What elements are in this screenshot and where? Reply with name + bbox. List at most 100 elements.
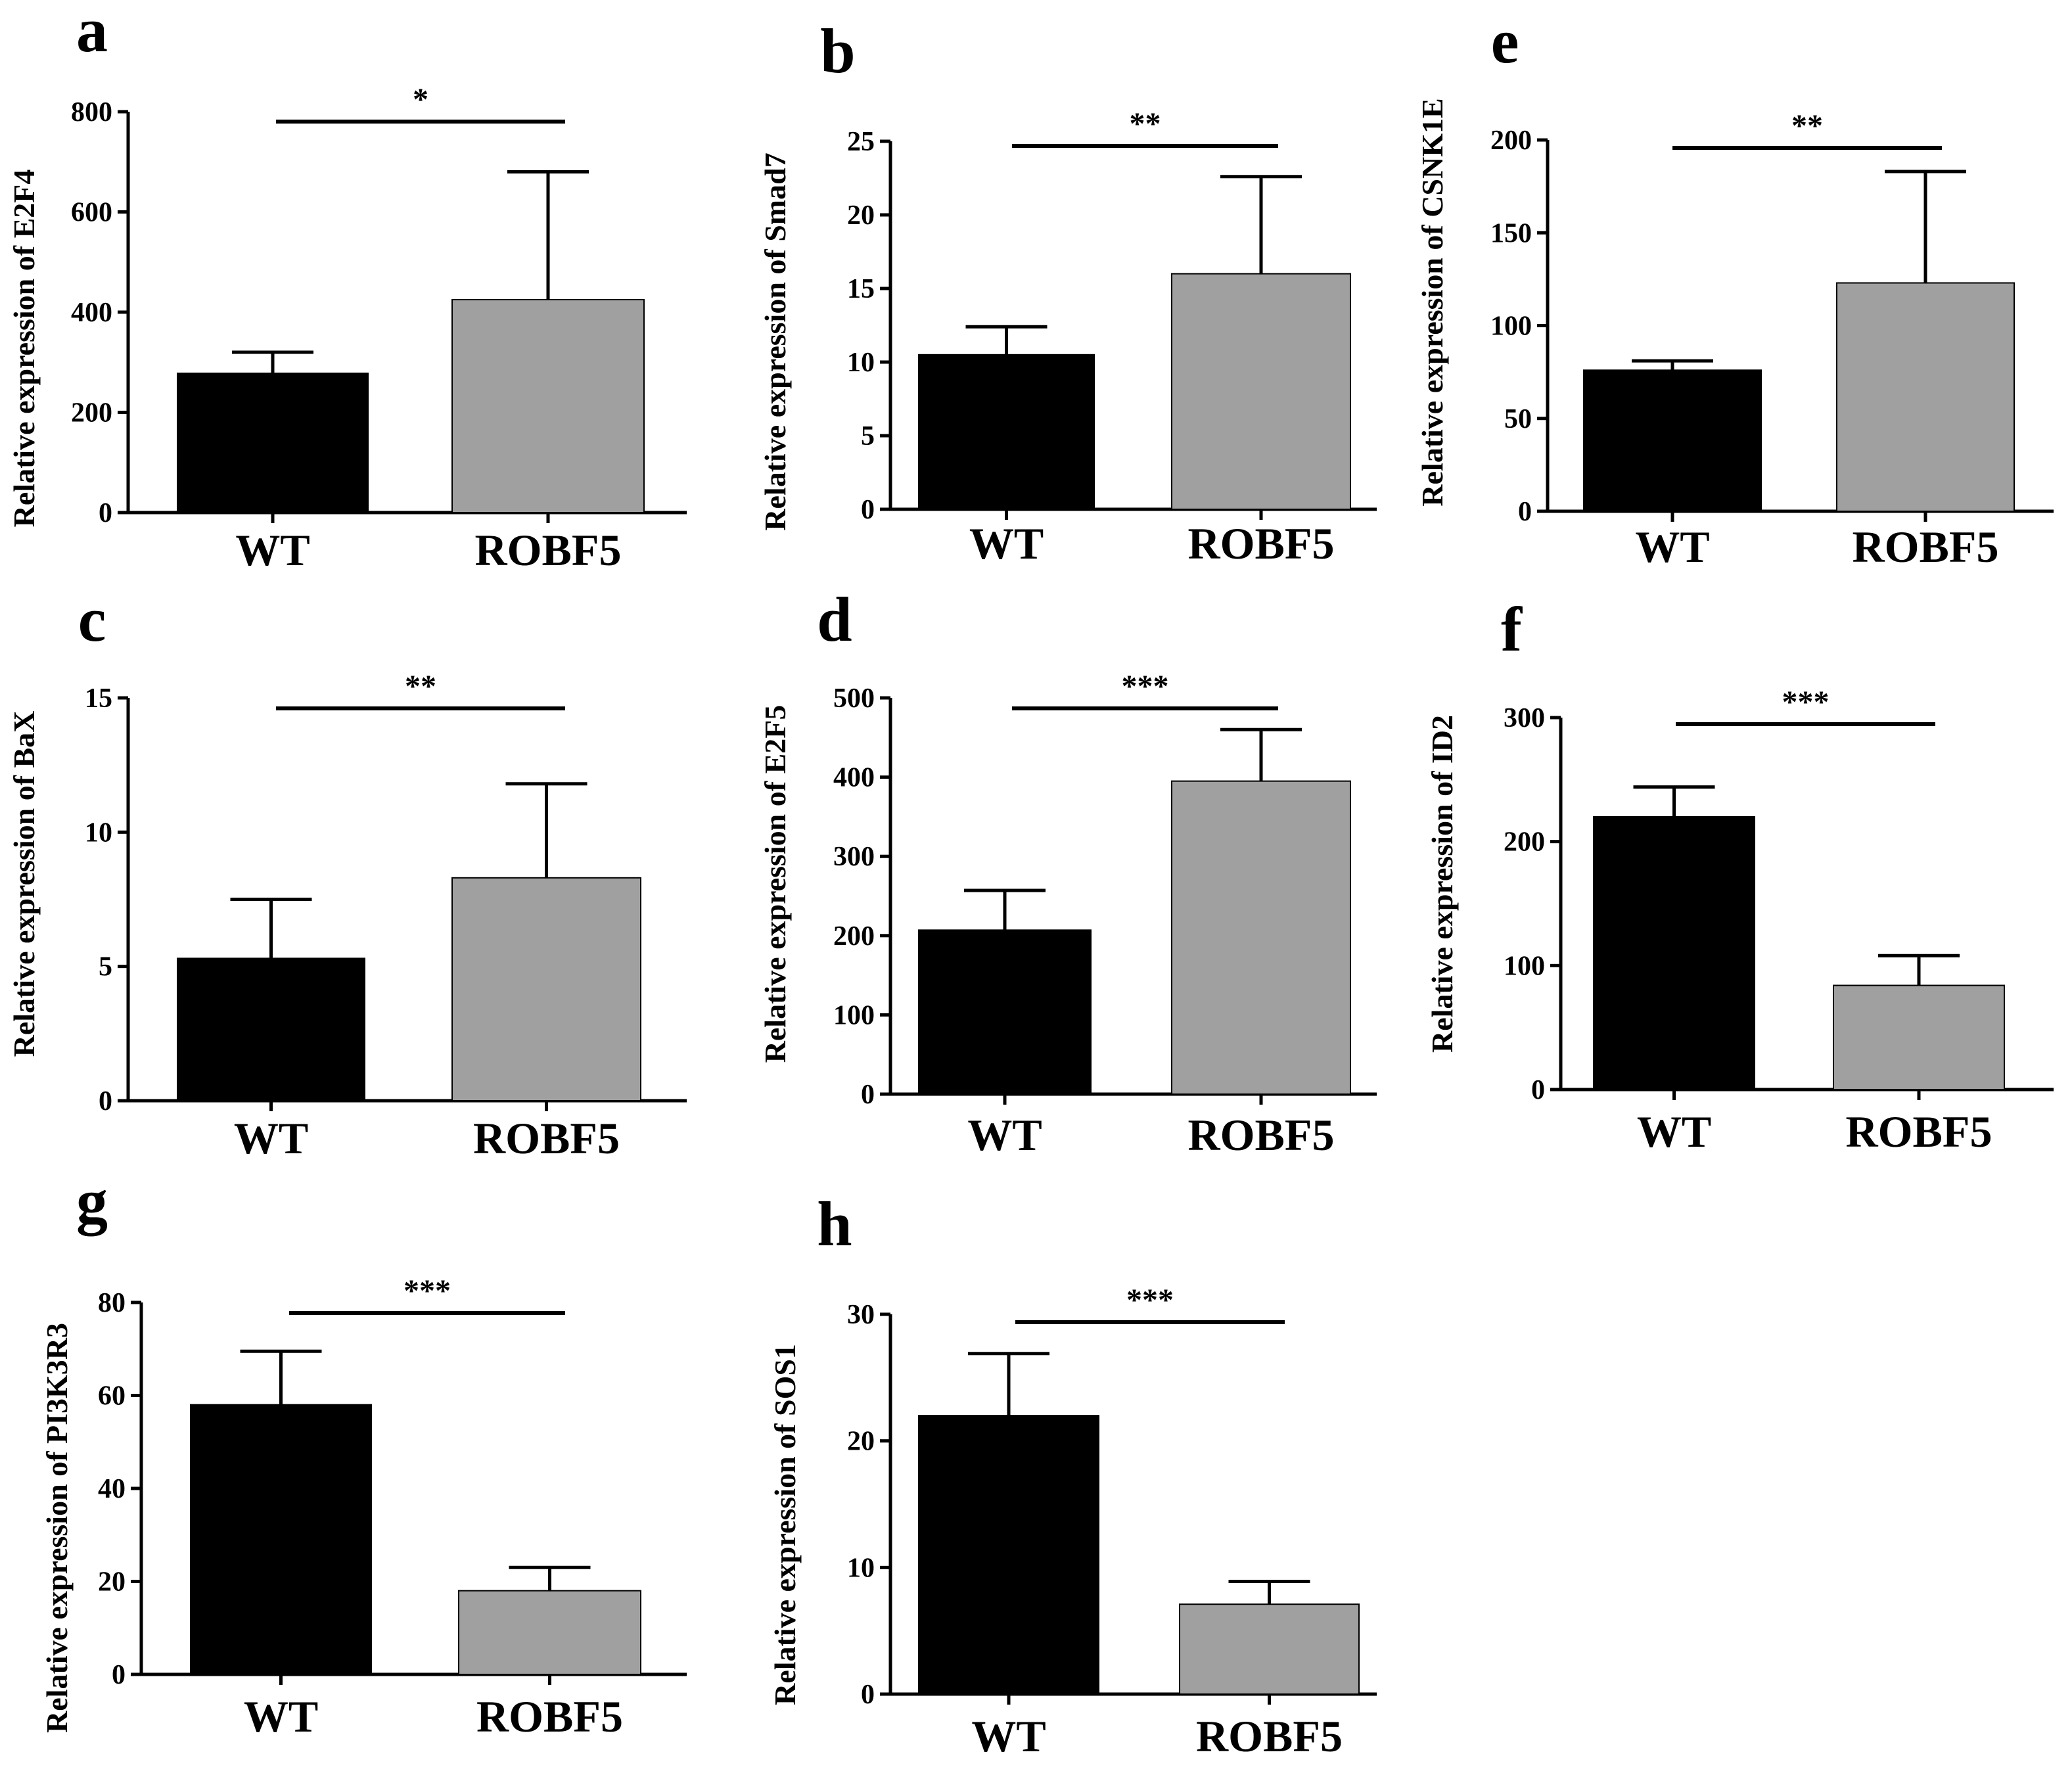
y-tick-label-e-4: 200	[1490, 126, 1532, 156]
y-tick-label-b-3: 15	[847, 274, 875, 304]
significance-label-f: ***	[1782, 685, 1830, 720]
y-tick-label-g-2: 40	[98, 1474, 126, 1504]
significance-label-a: *	[413, 82, 428, 117]
y-tick-label-e-2: 100	[1490, 311, 1532, 342]
y-tick-label-g-1: 20	[98, 1567, 126, 1598]
bar-g-robf5	[458, 1590, 641, 1675]
panel-letter-d: d	[817, 584, 852, 655]
significance-label-c: **	[405, 669, 436, 704]
y-tick-label-h-0: 0	[861, 1680, 875, 1710]
y-tick-label-c-2: 10	[85, 817, 112, 848]
x-tick-label-e-robf5: ROBF5	[1853, 522, 1999, 572]
x-tick-label-f-wt: WT	[1637, 1107, 1711, 1157]
y-tick-label-b-0: 0	[861, 495, 875, 525]
y-axis-title-f: Relative expression of ID2	[1425, 715, 1459, 1053]
panel-b: b Relative expression of Smad7 0 5 10 15 20 25 W…	[758, 16, 1377, 568]
y-tick-label-f-2: 200	[1504, 827, 1545, 858]
y-axis-title-g: Relative expression of PI3K3R3	[40, 1323, 74, 1733]
y-tick-label-a-2: 400	[71, 298, 112, 328]
x-tick-label-f-robf5: ROBF5	[1846, 1107, 1992, 1157]
significance-label-b: **	[1130, 106, 1161, 141]
bar-a-wt	[177, 373, 369, 514]
y-axis-title-c: Relative expression of BaX	[7, 711, 41, 1057]
y-tick-label-h-3: 30	[847, 1300, 875, 1330]
y-tick-label-a-1: 200	[71, 398, 112, 428]
panel-f: f Relative expression of ID2 0 100 200 300 WT R…	[1425, 594, 2054, 1157]
panel-letter-a: a	[76, 0, 108, 65]
x-tick-label-g-wt: WT	[244, 1691, 318, 1741]
y-tick-label-h-1: 10	[847, 1553, 875, 1583]
bar-f-wt	[1593, 816, 1755, 1091]
y-tick-label-d-4: 400	[833, 763, 875, 793]
x-tick-label-g-robf5: ROBF5	[476, 1691, 623, 1741]
panel-letter-b: b	[820, 16, 855, 86]
x-tick-label-b-wt: WT	[969, 518, 1044, 568]
panel-e: e Relative expression of CSNK1E 0 50 100 150 2…	[1416, 6, 2054, 572]
x-tick-label-a-robf5: ROBF5	[475, 525, 622, 575]
panel-h: h Relative expression of SOS1 0 10 20 30 WT ROB…	[768, 1189, 1377, 1761]
y-tick-label-a-0: 0	[99, 498, 112, 528]
y-tick-label-h-2: 20	[847, 1427, 875, 1457]
significance-label-d: ***	[1122, 669, 1169, 704]
y-tick-label-g-3: 60	[98, 1381, 126, 1412]
y-tick-label-a-4: 800	[71, 97, 112, 127]
y-tick-label-d-1: 100	[833, 1000, 875, 1030]
bar-d-wt	[918, 929, 1092, 1095]
y-axis-title-d: Relative expression of E2F5	[758, 705, 792, 1063]
bar-h-robf5	[1179, 1603, 1360, 1695]
x-tick-label-h-wt: WT	[971, 1711, 1046, 1761]
panel-letter-c: c	[78, 584, 106, 655]
panel-letter-g: g	[76, 1166, 108, 1236]
y-tick-label-d-3: 300	[833, 842, 875, 872]
panel-g: g Relative expression of PI3K3R3 0 20 40 60 80…	[40, 1166, 687, 1741]
bar-e-robf5	[1836, 282, 2015, 512]
y-tick-label-g-0: 0	[112, 1660, 126, 1690]
bar-f-robf5	[1833, 984, 2005, 1091]
y-tick-label-f-1: 100	[1504, 951, 1545, 981]
y-tick-label-c-1: 5	[99, 952, 112, 982]
y-tick-label-b-4: 20	[847, 200, 875, 231]
y-axis-title-e: Relative expression of CSNK1E	[1416, 98, 1449, 506]
y-tick-label-g-4: 80	[98, 1288, 126, 1318]
y-tick-label-e-1: 50	[1504, 404, 1532, 434]
bar-c-wt	[177, 957, 365, 1101]
panel-letter-h: h	[817, 1189, 852, 1259]
x-tick-label-c-wt: WT	[234, 1113, 308, 1163]
panel-d: d Relative expression of E2F5 0 100 200 300 40…	[758, 584, 1377, 1160]
bar-c-robf5	[451, 877, 641, 1101]
y-tick-label-d-0: 0	[861, 1080, 875, 1110]
panel-a: a Relative expression of E2F4 0 200 400 600 80…	[7, 0, 687, 575]
y-tick-label-e-0: 0	[1518, 497, 1532, 527]
y-tick-label-f-0: 0	[1531, 1075, 1545, 1105]
bar-a-robf5	[451, 298, 645, 513]
panel-letter-e: e	[1491, 6, 1519, 76]
significance-label-g: ***	[403, 1274, 451, 1308]
bar-g-wt	[190, 1404, 372, 1675]
x-tick-label-c-robf5: ROBF5	[473, 1113, 620, 1163]
bar-b-robf5	[1171, 273, 1351, 510]
y-axis-title-a: Relative expression of E2F4	[7, 170, 41, 528]
y-tick-label-f-3: 300	[1504, 703, 1545, 733]
x-tick-label-b-robf5: ROBF5	[1188, 518, 1335, 568]
x-tick-label-d-wt: WT	[967, 1110, 1042, 1160]
panel-c: c Relative expression of BaX 0 5 10 15 WT ROBF5…	[7, 584, 687, 1163]
x-tick-label-h-robf5: ROBF5	[1196, 1711, 1343, 1761]
y-tick-label-d-2: 200	[833, 921, 875, 952]
bar-e-wt	[1583, 369, 1762, 512]
y-axis-title-h: Relative expression of SOS1	[768, 1344, 802, 1705]
y-tick-label-c-3: 15	[85, 683, 112, 714]
y-tick-label-b-5: 25	[847, 127, 875, 157]
panel-letter-f: f	[1501, 594, 1523, 664]
y-tick-label-e-3: 150	[1490, 218, 1532, 248]
y-tick-label-b-2: 10	[847, 348, 875, 378]
y-tick-label-d-5: 500	[833, 683, 875, 714]
bar-h-wt	[918, 1415, 1099, 1695]
significance-label-h: ***	[1126, 1283, 1174, 1318]
y-axis-title-b: Relative expression of Smad7	[758, 152, 792, 530]
x-tick-label-a-wt: WT	[235, 525, 310, 575]
bar-d-robf5	[1171, 780, 1351, 1095]
x-tick-label-e-wt: WT	[1635, 522, 1709, 572]
y-tick-label-b-1: 5	[861, 421, 875, 451]
bar-b-wt	[918, 354, 1095, 510]
